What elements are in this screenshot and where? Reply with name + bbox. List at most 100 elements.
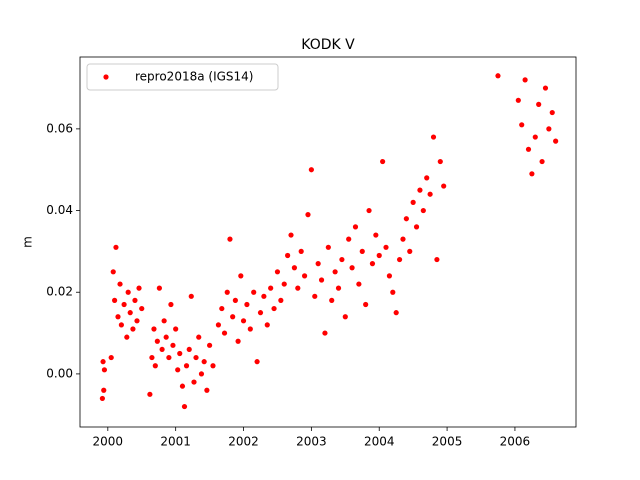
data-point: [101, 387, 107, 393]
legend-label: repro2018a (IGS14): [135, 70, 253, 84]
data-point: [221, 330, 228, 336]
data-point: [130, 326, 136, 332]
data-point: [147, 391, 153, 397]
data-point: [383, 244, 389, 250]
data-point: [352, 224, 359, 230]
legend-box: [86, 63, 279, 91]
data-point: [519, 122, 525, 128]
data-point: [219, 305, 225, 312]
data-point: [173, 326, 179, 332]
data-point: [413, 224, 420, 230]
data-point: [188, 293, 194, 299]
x-tick-label: 2001: [160, 435, 191, 449]
data-point: [400, 236, 406, 242]
data-point: [108, 354, 114, 361]
data-point: [363, 301, 369, 308]
data-point: [346, 236, 352, 242]
data-point: [318, 277, 325, 283]
data-point: [204, 387, 210, 393]
data-point: [356, 281, 362, 287]
data-point: [322, 330, 328, 336]
data-point: [315, 261, 321, 267]
data-point: [100, 359, 106, 365]
data-point: [206, 342, 213, 348]
data-point: [396, 256, 403, 263]
data-point: [325, 244, 331, 250]
data-point: [515, 97, 521, 103]
data-point: [495, 73, 501, 79]
data-point: [420, 207, 426, 214]
data-point: [257, 310, 264, 316]
y-tick-label: 0.02: [46, 285, 73, 299]
data-point: [308, 167, 314, 173]
data-point: [224, 289, 230, 295]
data-point: [295, 285, 301, 291]
data-point: [254, 359, 260, 365]
data-point: [549, 109, 555, 116]
data-point: [380, 158, 386, 165]
y-tick-label: 0.06: [46, 121, 73, 135]
data-point: [232, 297, 238, 303]
data-point: [298, 248, 304, 254]
data-point: [112, 297, 118, 303]
data-point: [539, 158, 545, 165]
data-point: [168, 301, 174, 308]
y-tick-label: 0.04: [46, 203, 73, 217]
data-point: [235, 338, 241, 344]
data-point: [113, 244, 119, 250]
data-point: [118, 322, 124, 328]
data-point: [191, 379, 197, 385]
data-point: [349, 265, 355, 271]
data-point: [159, 346, 165, 353]
x-tick-label: 2000: [93, 435, 124, 449]
data-point: [329, 297, 335, 303]
data-point: [525, 146, 532, 152]
data-point: [151, 326, 157, 332]
data-point: [281, 281, 287, 287]
data-point: [427, 191, 433, 197]
data-point: [339, 256, 345, 263]
data-point: [390, 289, 396, 295]
data-point: [198, 371, 205, 377]
data-point: [161, 318, 167, 324]
x-tick-label: 2006: [500, 435, 531, 449]
data-point: [215, 322, 222, 328]
data-point: [373, 232, 379, 238]
data-point: [359, 248, 365, 254]
data-point: [163, 334, 169, 340]
data-point: [99, 395, 105, 402]
data-point: [175, 367, 181, 373]
data-point: [335, 285, 342, 291]
data-point: [376, 252, 382, 259]
data-point: [238, 273, 244, 279]
legend-marker: [103, 74, 109, 80]
data-point: [424, 175, 430, 181]
data-point: [264, 322, 270, 328]
data-point: [332, 269, 338, 275]
data-point: [181, 403, 188, 410]
data-point: [441, 183, 447, 189]
data-point: [177, 350, 183, 357]
data-point: [271, 305, 277, 312]
data-point: [393, 310, 399, 316]
data-point: [522, 77, 528, 83]
data-point: [154, 338, 160, 344]
x-tick-label: 2004: [364, 435, 395, 449]
data-point: [532, 134, 538, 140]
data-point: [366, 207, 372, 214]
data-point: [193, 354, 199, 361]
data-point: [227, 236, 233, 242]
data-point: [124, 334, 130, 340]
data-point: [536, 101, 542, 107]
data-point: [403, 216, 409, 222]
data-point: [152, 363, 158, 369]
data-point: [430, 134, 437, 140]
data-point: [546, 126, 552, 132]
data-point: [170, 342, 176, 348]
y-tick-label: 0.00: [46, 366, 73, 380]
data-point: [437, 158, 443, 165]
data-point: [210, 363, 216, 369]
x-tick-label: 2002: [228, 435, 259, 449]
data-point: [117, 281, 123, 287]
